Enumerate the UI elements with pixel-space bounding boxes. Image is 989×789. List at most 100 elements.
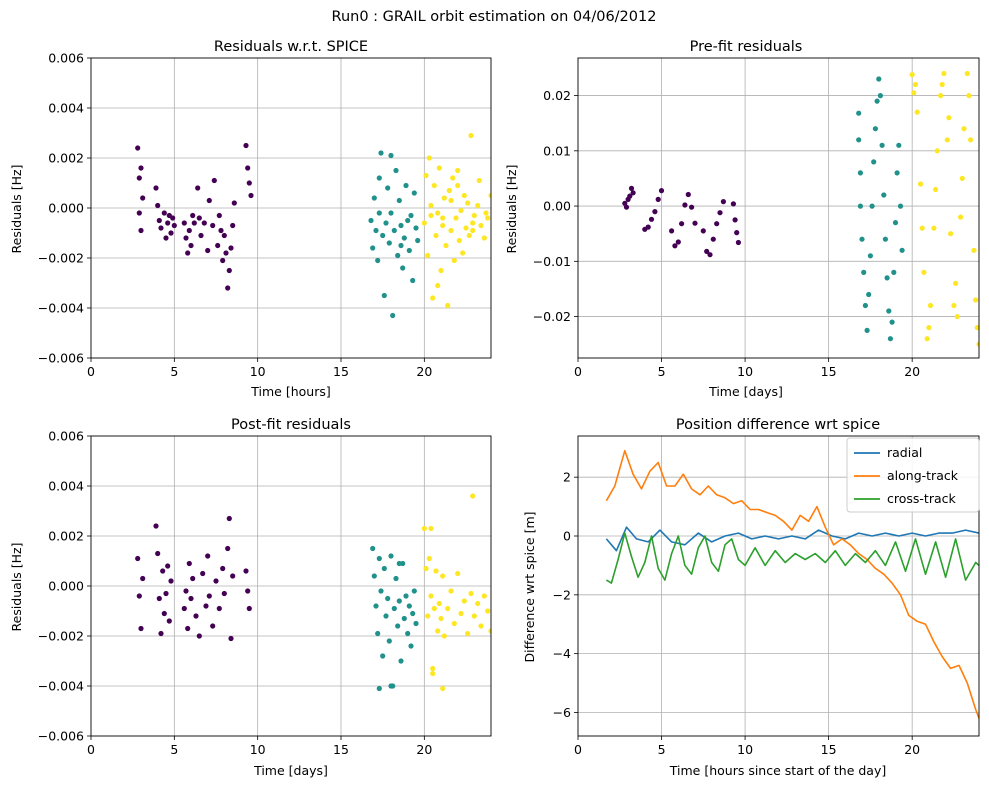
data-point xyxy=(857,170,864,176)
data-point xyxy=(135,145,141,151)
data-point xyxy=(682,202,688,208)
data-point xyxy=(190,575,196,582)
x-tick-label: 20 xyxy=(416,364,432,379)
data-point xyxy=(672,243,678,249)
data-point xyxy=(385,185,391,191)
data-point xyxy=(393,167,399,174)
data-point xyxy=(413,620,419,627)
data-point xyxy=(921,269,927,275)
data-point xyxy=(161,610,167,617)
data-marks xyxy=(605,449,979,719)
data-point xyxy=(385,595,391,602)
data-point xyxy=(376,685,382,692)
data-point xyxy=(140,575,146,582)
data-point xyxy=(710,236,716,242)
data-point xyxy=(443,242,449,249)
data-point xyxy=(964,70,970,77)
data-point xyxy=(230,573,236,579)
data-point xyxy=(924,336,930,342)
data-point xyxy=(475,202,481,209)
data-point xyxy=(421,220,427,226)
data-point xyxy=(435,628,441,634)
data-point xyxy=(655,196,661,202)
data-point xyxy=(136,593,142,599)
data-point xyxy=(887,336,894,342)
data-point xyxy=(896,142,902,148)
x-tick-label: 5 xyxy=(170,742,178,757)
data-point xyxy=(210,222,216,229)
data-point xyxy=(899,247,905,253)
data-point xyxy=(628,185,635,191)
data-point xyxy=(220,565,226,572)
data-point xyxy=(375,630,381,637)
y-tick-label: −2 xyxy=(553,587,571,602)
scatter-series-1 xyxy=(368,150,421,319)
data-point xyxy=(246,180,252,186)
data-point xyxy=(398,222,404,229)
data-point xyxy=(221,590,227,597)
data-point xyxy=(689,204,695,210)
y-tick-label: 0.002 xyxy=(48,151,84,166)
data-point xyxy=(648,216,655,222)
data-point xyxy=(445,605,451,612)
data-point xyxy=(380,653,386,659)
data-point xyxy=(881,192,887,198)
data-point xyxy=(188,242,194,249)
data-point xyxy=(441,633,447,639)
data-point xyxy=(958,214,964,220)
data-point xyxy=(211,177,217,184)
data-point xyxy=(170,215,176,221)
data-point xyxy=(919,225,925,231)
data-point xyxy=(193,613,199,619)
y-tick-label: −0.002 xyxy=(38,251,84,266)
data-point xyxy=(395,623,401,629)
data-point xyxy=(884,275,890,281)
y-tick-label: −0.006 xyxy=(38,351,84,366)
data-point xyxy=(195,185,201,191)
data-point xyxy=(183,588,189,594)
data-point xyxy=(413,225,419,231)
x-tick-label: 15 xyxy=(821,364,837,379)
data-point xyxy=(867,253,874,259)
data-point xyxy=(974,325,979,331)
y-tick-label: 0.01 xyxy=(543,143,571,158)
data-point xyxy=(165,220,171,226)
data-point xyxy=(463,225,469,231)
data-point xyxy=(877,93,884,99)
x-tick-label: 0 xyxy=(574,364,582,379)
data-point xyxy=(428,212,434,219)
data-point xyxy=(381,292,387,299)
data-point xyxy=(679,221,685,227)
data-point xyxy=(186,560,192,567)
data-point xyxy=(485,215,491,221)
scatter-series-1 xyxy=(370,545,419,692)
legend: radial along-track cross-track xyxy=(846,437,980,513)
data-point xyxy=(376,210,382,216)
x-tick-label: 20 xyxy=(416,742,432,757)
data-point xyxy=(163,590,169,597)
data-point xyxy=(481,235,487,241)
y-axis-label: Residuals [Hz] xyxy=(9,165,24,254)
data-point xyxy=(158,630,164,637)
data-point xyxy=(735,239,742,246)
data-point xyxy=(438,615,444,622)
data-point xyxy=(909,72,915,78)
data-point xyxy=(171,222,177,229)
scatter-series-0 xyxy=(135,515,252,642)
data-point xyxy=(188,595,194,602)
data-point xyxy=(153,185,159,191)
data-point xyxy=(230,222,236,229)
data-point xyxy=(914,109,920,115)
data-point xyxy=(714,221,720,227)
data-point xyxy=(388,553,394,559)
data-point xyxy=(476,177,482,184)
data-point xyxy=(917,181,924,187)
data-point xyxy=(185,250,191,256)
data-point xyxy=(874,98,880,104)
data-point xyxy=(153,523,159,529)
data-point xyxy=(136,175,142,181)
data-point xyxy=(185,625,191,632)
data-point xyxy=(210,623,216,629)
y-tick-label: −0.002 xyxy=(38,629,84,644)
